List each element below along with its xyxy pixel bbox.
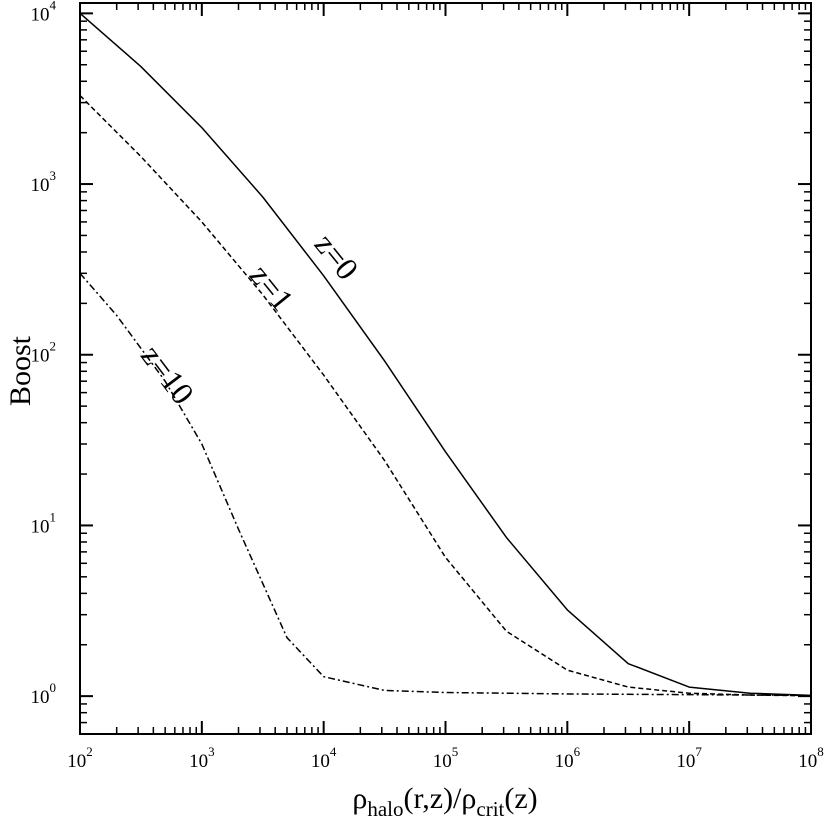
series-line-z-10 bbox=[79, 272, 812, 697]
y-tick-base: 10 bbox=[31, 346, 50, 367]
x-tick-base: 10 bbox=[311, 751, 330, 772]
series-line-z-0 bbox=[79, 12, 812, 697]
x-tick-base: 10 bbox=[676, 751, 695, 772]
y-tick-label: 100 bbox=[31, 680, 57, 708]
x-title-sub-halo: halo bbox=[367, 797, 403, 821]
x-tick-exponent: 8 bbox=[817, 744, 824, 759]
x-tick-base: 10 bbox=[433, 751, 452, 772]
annotation-z-10: z=10 bbox=[134, 338, 201, 411]
series-annotations: z=0z=1 z=10 bbox=[134, 226, 366, 411]
x-title-rho-halo: ρ bbox=[352, 782, 367, 815]
x-tick-exponent: 4 bbox=[330, 744, 337, 759]
plot-frame bbox=[79, 2, 812, 735]
series-lines bbox=[79, 12, 812, 697]
x-tick-label: 107 bbox=[676, 744, 702, 772]
x-axis-title: ρhalo(r,z)/ρcrit(z) bbox=[352, 782, 537, 821]
y-tick-base: 10 bbox=[31, 4, 50, 25]
y-tick-exponent: 3 bbox=[50, 168, 57, 183]
x-tick-label: 102 bbox=[67, 744, 93, 772]
y-tick-exponent: 1 bbox=[50, 509, 57, 524]
y-tick-label: 103 bbox=[31, 168, 57, 196]
x-tick-base: 10 bbox=[555, 751, 574, 772]
axis-ticks bbox=[79, 3, 812, 735]
x-tick-base: 10 bbox=[67, 751, 86, 772]
x-title-end: (z) bbox=[504, 782, 537, 815]
y-tick-exponent: 0 bbox=[50, 680, 57, 695]
annotation-z-1: z=1 bbox=[243, 257, 301, 317]
y-tick-base: 10 bbox=[31, 175, 50, 196]
x-tick-exponent: 3 bbox=[208, 744, 215, 759]
y-tick-label: 104 bbox=[31, 0, 57, 25]
x-title-rho-crit: ρ bbox=[461, 782, 476, 815]
y-tick-base: 10 bbox=[31, 516, 50, 537]
x-tick-exponent: 2 bbox=[86, 744, 93, 759]
series-line-z-1 bbox=[79, 95, 812, 697]
y-axis-title: Boost bbox=[4, 335, 37, 406]
x-tick-label: 105 bbox=[433, 744, 459, 772]
x-tick-exponent: 6 bbox=[574, 744, 581, 759]
annotation-z-0: z=0 bbox=[308, 226, 366, 286]
x-tick-exponent: 5 bbox=[452, 744, 459, 759]
y-tick-exponent: 4 bbox=[50, 0, 57, 12]
y-tick-label: 102 bbox=[31, 339, 57, 367]
x-title-sub-crit: crit bbox=[476, 797, 504, 821]
x-title-middle: (r,z)/ bbox=[403, 782, 462, 815]
x-tick-label: 106 bbox=[555, 744, 581, 772]
y-tick-base: 10 bbox=[31, 687, 50, 708]
y-tick-exponent: 2 bbox=[50, 339, 57, 354]
x-tick-label: 108 bbox=[798, 744, 824, 772]
x-tick-label: 104 bbox=[311, 744, 337, 772]
x-tick-base: 10 bbox=[798, 751, 817, 772]
y-tick-label: 101 bbox=[31, 509, 57, 537]
x-tick-base: 10 bbox=[189, 751, 208, 772]
x-tick-label: 103 bbox=[189, 744, 215, 772]
x-tick-exponent: 7 bbox=[695, 744, 702, 759]
